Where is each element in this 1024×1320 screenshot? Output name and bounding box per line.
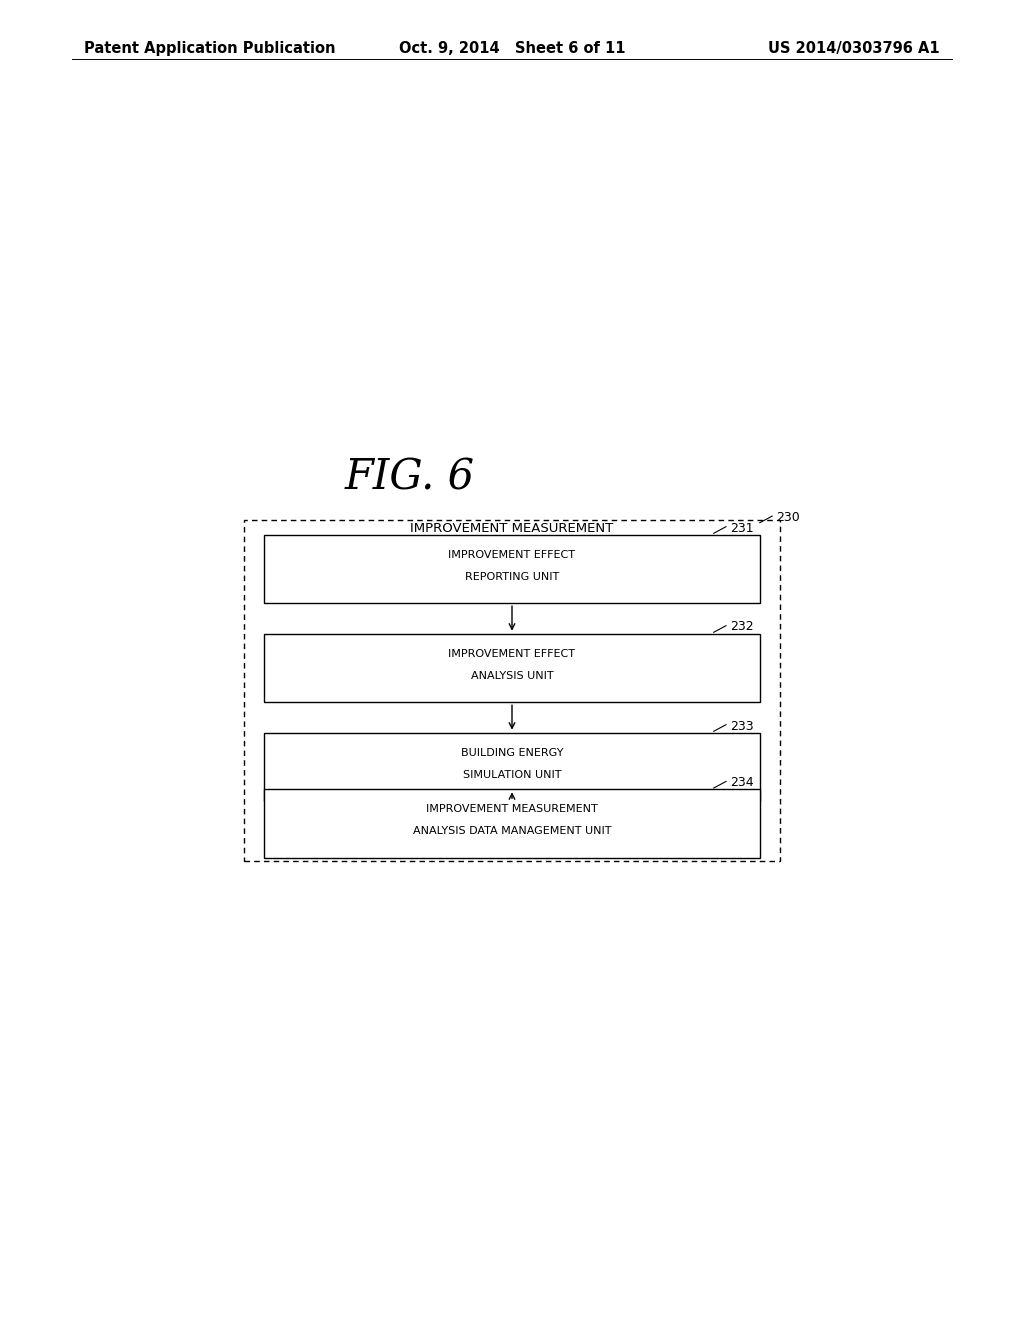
Text: IMPROVEMENT EFFECT: IMPROVEMENT EFFECT — [449, 648, 575, 659]
Text: 231: 231 — [730, 521, 754, 535]
Text: 234: 234 — [730, 776, 754, 789]
Bar — [264, 789, 760, 858]
Text: 233: 233 — [730, 719, 754, 733]
Text: IMPROVEMENT MEASUREMENT: IMPROVEMENT MEASUREMENT — [426, 804, 598, 814]
Bar — [264, 634, 760, 702]
Text: 230: 230 — [776, 511, 800, 524]
Text: REPORTING UNIT: REPORTING UNIT — [465, 572, 559, 582]
Text: IMPROVEMENT MEASUREMENT: IMPROVEMENT MEASUREMENT — [411, 521, 613, 535]
Text: IMPROVEMENT EFFECT: IMPROVEMENT EFFECT — [449, 549, 575, 560]
Bar — [264, 733, 760, 801]
Text: Patent Application Publication: Patent Application Publication — [84, 41, 336, 55]
Text: Oct. 9, 2014   Sheet 6 of 11: Oct. 9, 2014 Sheet 6 of 11 — [398, 41, 626, 55]
Text: EFFECT ANALYSIS SECTION: EFFECT ANALYSIS SECTION — [423, 554, 601, 568]
Text: BUILDING ENERGY: BUILDING ENERGY — [461, 747, 563, 758]
Text: SIMULATION UNIT: SIMULATION UNIT — [463, 770, 561, 780]
Text: ANALYSIS DATA MANAGEMENT UNIT: ANALYSIS DATA MANAGEMENT UNIT — [413, 826, 611, 837]
Bar — [244, 520, 780, 861]
Text: US 2014/0303796 A1: US 2014/0303796 A1 — [768, 41, 940, 55]
Text: ANALYSIS UNIT: ANALYSIS UNIT — [471, 671, 553, 681]
Text: 232: 232 — [730, 620, 754, 634]
Text: FIG. 6: FIG. 6 — [344, 457, 475, 499]
Bar — [264, 535, 760, 603]
